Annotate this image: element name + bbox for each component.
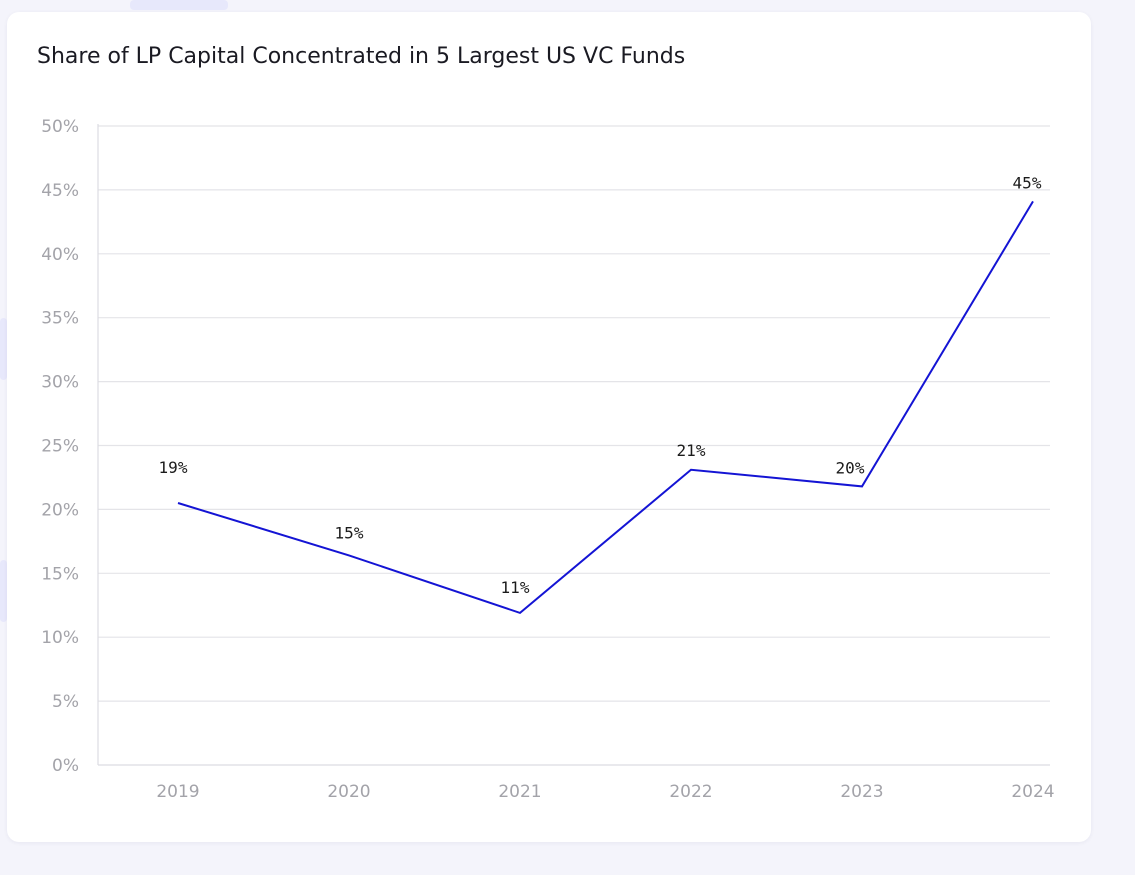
- data-label: 45%: [1013, 173, 1042, 192]
- x-tick-label: 2024: [1011, 782, 1054, 802]
- chart-title: Share of LP Capital Concentrated in 5 La…: [37, 44, 686, 69]
- y-tick-label: 30%: [41, 373, 79, 393]
- series-layer: [177, 200, 1034, 615]
- x-tick-label: 2020: [327, 782, 370, 802]
- y-tick-label: 10%: [41, 628, 79, 648]
- data-label: 15%: [335, 523, 364, 542]
- y-tick-label: 45%: [41, 181, 79, 201]
- data-label: 21%: [677, 441, 706, 460]
- x-tick-label: 2019: [156, 782, 199, 802]
- data-labels: 19% 15% 11% 21% 20% 45%: [159, 173, 1042, 597]
- chart-card: [7, 12, 1091, 842]
- y-axis-ticks: 0% 5% 10% 15% 20% 25% 30% 35% 40% 45% 50%: [41, 117, 79, 776]
- x-tick-label: 2022: [669, 782, 712, 802]
- axes: [97, 124, 1050, 766]
- data-label: 11%: [501, 578, 530, 597]
- background-decoration: [0, 560, 7, 622]
- y-tick-label: 5%: [52, 692, 79, 712]
- x-tick-label: 2023: [840, 782, 883, 802]
- background-decoration: [130, 0, 228, 10]
- y-tick-label: 20%: [41, 500, 79, 520]
- series-line: [177, 200, 1034, 615]
- background-decoration: [0, 318, 7, 380]
- y-tick-label: 0%: [52, 756, 79, 776]
- y-tick-label: 35%: [41, 309, 79, 329]
- y-tick-label: 25%: [41, 437, 79, 457]
- gridlines: [98, 125, 1050, 702]
- y-tick-label: 15%: [41, 564, 79, 584]
- y-tick-label: 50%: [41, 117, 79, 137]
- x-axis-ticks: 2019 2020 2021 2022 2023 2024: [156, 782, 1054, 802]
- data-label: 20%: [836, 458, 865, 477]
- x-tick-label: 2021: [498, 782, 541, 802]
- y-tick-label: 40%: [41, 245, 79, 265]
- data-label: 19%: [159, 458, 188, 477]
